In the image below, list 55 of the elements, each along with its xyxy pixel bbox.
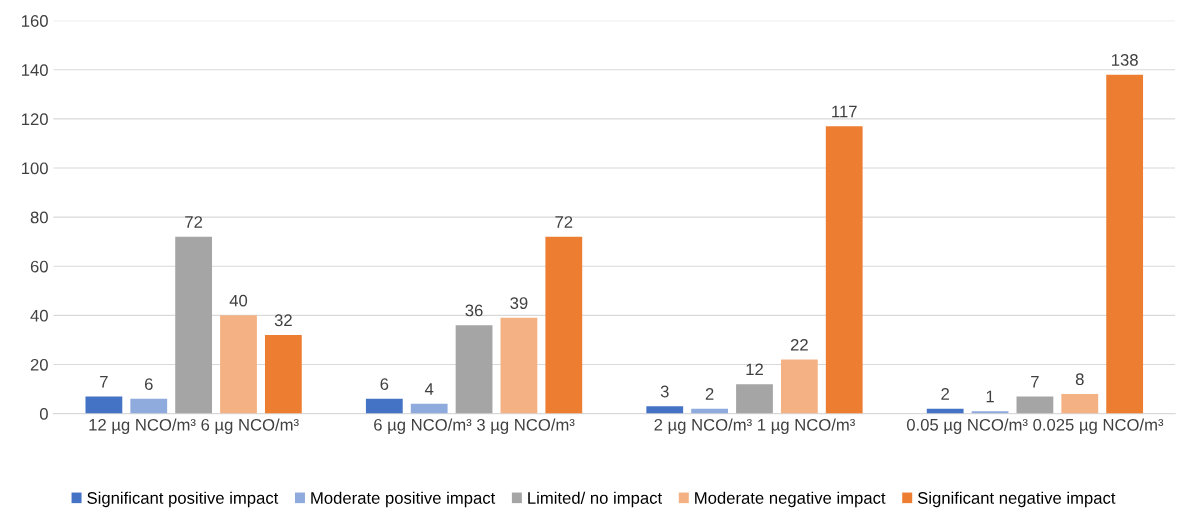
y-tick-label: 80 <box>30 211 48 224</box>
bar <box>410 403 448 414</box>
bar <box>646 406 684 414</box>
data-label: 6 <box>380 378 389 391</box>
bar <box>455 325 493 414</box>
bar <box>736 384 773 414</box>
y-tick-label: 0 <box>39 408 48 420</box>
y-tick-label: 140 <box>22 64 48 76</box>
legend-label: Moderate positive impact <box>311 491 496 508</box>
y-tick-label: 120 <box>22 113 48 126</box>
y-tick-label: 40 <box>30 309 48 322</box>
bar <box>545 236 583 414</box>
data-label: 39 <box>510 297 528 309</box>
bar <box>500 317 538 414</box>
y-tick-label: 20 <box>30 358 48 371</box>
bar <box>130 398 168 414</box>
y-tick-label: 60 <box>30 260 48 273</box>
x-tick-label: 12 µg NCO/m³ 6 µg NCO/m³ <box>89 418 299 434</box>
y-tick-label: 160 <box>22 15 48 27</box>
legend-label: Moderate negative impact <box>695 491 886 508</box>
bar <box>85 396 123 414</box>
data-label: 22 <box>790 338 808 351</box>
data-label: 32 <box>274 314 292 327</box>
data-label: 6 <box>144 378 153 391</box>
data-label: 40 <box>229 294 248 307</box>
x-tick-label: 0.05 µg NCO/m³ 0.025 µg NCO/m³ <box>906 418 1164 434</box>
data-label: 12 <box>746 363 763 376</box>
data-label: 7 <box>1031 375 1039 388</box>
data-label: 1 <box>986 390 994 403</box>
bar <box>825 126 863 414</box>
bar <box>220 315 257 414</box>
legend-label: Limited/ no impact <box>528 491 662 508</box>
data-label: 117 <box>832 105 857 118</box>
legend-label: Significant negative impact <box>917 491 1116 508</box>
y-tick-label: 100 <box>22 162 48 175</box>
data-label: 8 <box>1075 373 1084 386</box>
bar <box>780 359 818 414</box>
bar <box>175 236 213 414</box>
data-label: 72 <box>185 216 203 228</box>
data-label: 138 <box>1112 54 1138 66</box>
x-tick-label: 2 µg NCO/m³ 1 µg NCO/m³ <box>654 418 855 434</box>
data-label: 4 <box>424 383 434 395</box>
data-label: 2 <box>705 388 714 400</box>
bar <box>1106 74 1144 414</box>
x-tick-label: 6 µg NCO/m³ 3 µg NCO/m³ <box>374 418 575 434</box>
data-label: 72 <box>555 216 573 228</box>
data-label: 2 <box>941 388 949 400</box>
bar <box>1016 396 1054 414</box>
bar <box>264 335 302 414</box>
data-label: 3 <box>660 385 669 398</box>
data-label: 36 <box>465 304 483 317</box>
data-label: 7 <box>100 375 108 388</box>
legend-label: Significant positive impact <box>87 491 279 508</box>
bar <box>365 398 403 414</box>
bar <box>1061 393 1099 414</box>
